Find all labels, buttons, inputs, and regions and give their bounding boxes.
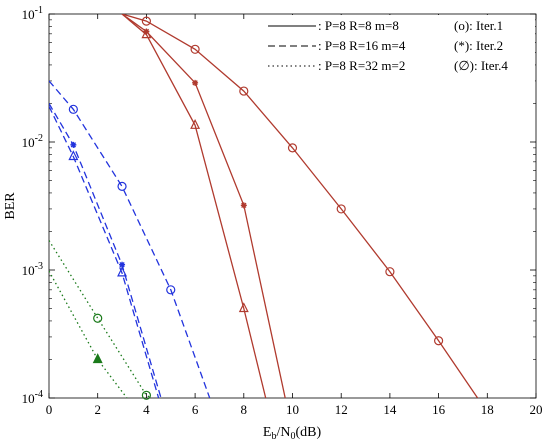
y-tick-base: 10 (22, 391, 35, 406)
triangle-marker (68, 150, 79, 161)
legend-style-label: : P=8 R=8 m=8 (318, 18, 399, 33)
x-tick-label: 4 (143, 402, 150, 417)
x-tick-label: 12 (335, 402, 348, 417)
x-tick-label: 16 (432, 402, 446, 417)
star-marker (143, 28, 150, 35)
star-marker (240, 202, 247, 209)
y-tick-label: 10-4 (22, 389, 43, 406)
legend: : P=8 R=8 m=8 : P=8 R=16 m=4 : P=8 R=32 m=… (262, 15, 535, 90)
y-tick-label: 10-3 (22, 261, 43, 278)
legend-style-label: : P=8 R=32 m=2 (318, 58, 405, 73)
filled-triangle-marker (92, 353, 103, 364)
circle-marker (385, 267, 395, 277)
x-axis-label-sub-b: b (271, 431, 276, 442)
series-line (49, 106, 160, 398)
star-marker (119, 261, 126, 268)
x-axis-label-main: E (263, 425, 272, 440)
x-tick-label: 14 (383, 402, 397, 417)
legend-style-label: : P=8 R=16 m=4 (318, 38, 406, 53)
series-line (49, 240, 152, 398)
circle-marker (190, 44, 200, 54)
y-tick-base: 10 (22, 135, 35, 150)
series-line (121, 14, 479, 398)
x-axis-label-mid: /N (276, 425, 290, 440)
circle-marker (141, 390, 151, 400)
x-axis-label-sub-0: 0 (290, 431, 295, 442)
x-tick-label: 10 (286, 402, 299, 417)
triangle-marker (141, 28, 152, 39)
circle-marker (287, 143, 298, 153)
x-tick-label: 0 (46, 402, 53, 417)
y-tick-base: 10 (22, 263, 35, 278)
circle-marker (141, 16, 151, 26)
y-tick-label: 10-2 (22, 133, 43, 150)
x-axis-label-unit: (dB) (295, 425, 321, 440)
circle-marker (117, 181, 127, 191)
y-tick-base: 10 (22, 7, 35, 22)
y-tick-label: 10-1 (22, 5, 43, 22)
x-tick-label: 6 (192, 402, 199, 417)
legend-marker-label: (o): Iter.1 (454, 18, 503, 33)
markers-layer (68, 16, 444, 400)
y-tick-exponent: -1 (35, 5, 43, 16)
x-tick-label: 2 (94, 402, 101, 417)
circle-marker (68, 104, 78, 114)
circle-marker (434, 336, 444, 346)
y-tick-exponent: -4 (35, 389, 43, 400)
star-marker (70, 141, 77, 148)
triangle-marker (238, 302, 249, 313)
y-axis-label: BER (3, 192, 18, 220)
x-tick-label: 20 (530, 402, 543, 417)
legend-marker-label: (*): Iter.2 (454, 38, 503, 53)
x-axis-label: Eb/N0(dB) (263, 425, 322, 442)
circle-marker (239, 86, 249, 96)
x-tick-label: 8 (241, 402, 248, 417)
circle-marker (336, 204, 346, 214)
series-line (121, 14, 267, 398)
legend-background (262, 15, 535, 90)
y-tick-exponent: -2 (35, 133, 43, 144)
triangle-marker (117, 266, 128, 277)
series-line (49, 80, 211, 398)
triangle-marker (190, 118, 201, 129)
y-tick-exponent: -3 (35, 261, 43, 272)
legend-marker-label: (∅): Iter.4 (454, 58, 508, 73)
star-marker (192, 79, 199, 86)
circle-marker (166, 285, 176, 295)
circle-marker (93, 313, 103, 323)
series-line (49, 103, 162, 398)
x-tick-label: 18 (481, 402, 494, 417)
